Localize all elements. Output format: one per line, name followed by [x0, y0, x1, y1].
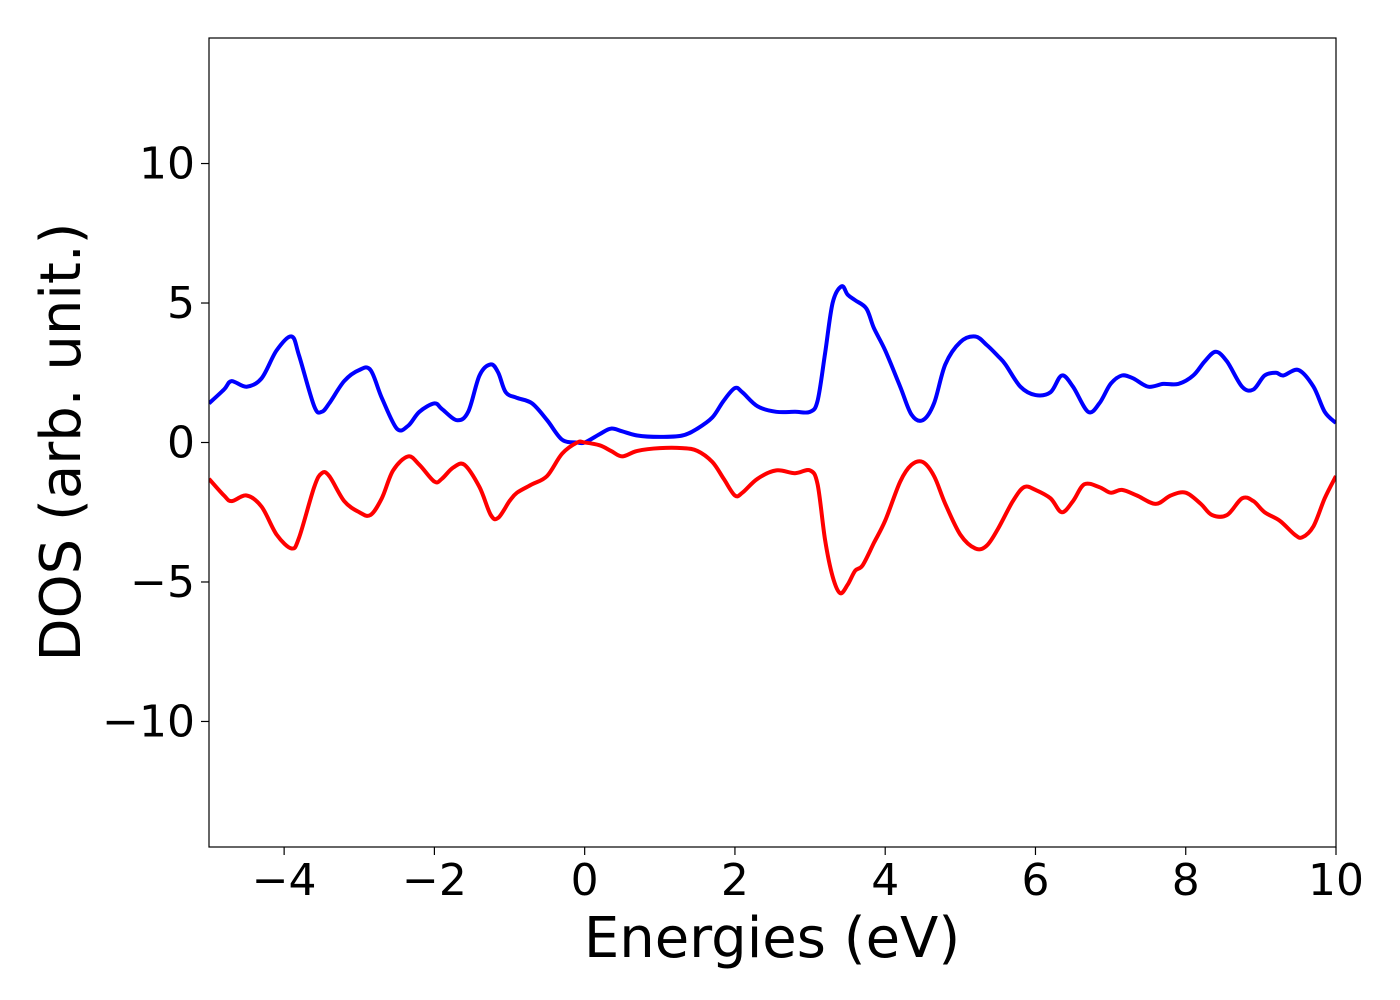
x-axis-title: Energies (eV) [584, 906, 960, 971]
y-axis-title: DOS (arb. unit.) [29, 222, 94, 661]
y-tick-label: 5 [167, 278, 195, 329]
y-tick-label: 10 [139, 139, 195, 190]
x-tick-label: 6 [1021, 855, 1049, 906]
y-tick-label: 0 [167, 418, 195, 469]
x-tick-label: 0 [571, 855, 599, 906]
series-line-1 [209, 284, 1336, 446]
x-tick-label: 4 [871, 855, 899, 906]
x-tick-label: 8 [1172, 855, 1200, 906]
x-axis: −4 −2 0 2 4 6 8 10 [252, 847, 1364, 906]
series-layer [209, 284, 1336, 596]
x-tick-label: 10 [1308, 855, 1364, 906]
y-tick-label: −10 [102, 696, 195, 747]
x-tick-label: −2 [402, 855, 467, 906]
y-tick-label: −5 [130, 557, 195, 608]
x-tick-label: 2 [721, 855, 749, 906]
y-axis: −10 −5 0 5 10 [102, 139, 209, 747]
x-tick-label: −4 [252, 855, 317, 906]
series-line-2 [209, 439, 1336, 596]
